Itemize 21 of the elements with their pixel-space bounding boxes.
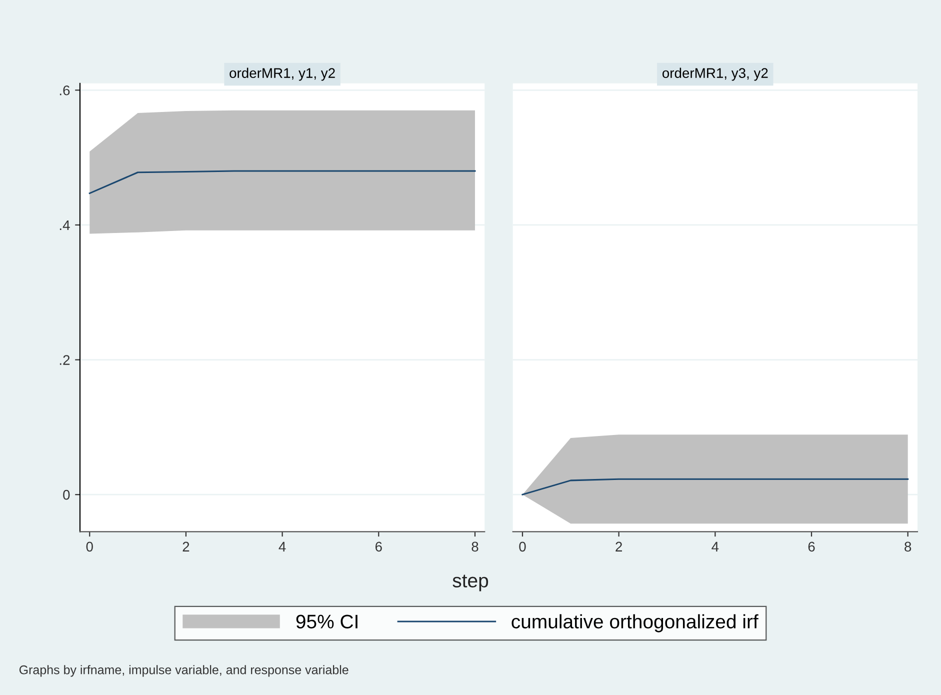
y-tick-label: .2 bbox=[60, 355, 70, 365]
chart-title: orderMR1, y1, y2 bbox=[230, 68, 335, 81]
legend-label: cumulative orthogonalized irf bbox=[512, 614, 758, 632]
x-tick-label: 8 bbox=[904, 542, 912, 552]
x-tick-label: 6 bbox=[808, 542, 815, 552]
x-axis-title: step bbox=[452, 574, 488, 592]
y-tick-label: 0 bbox=[63, 490, 70, 500]
x-tick-label: 0 bbox=[519, 542, 526, 552]
x-tick-label: 8 bbox=[472, 542, 478, 552]
y-tick-label: .4 bbox=[60, 220, 70, 230]
x-tick-label: 2 bbox=[616, 542, 622, 552]
y-tick-label: .6 bbox=[60, 85, 70, 96]
x-tick-label: 2 bbox=[182, 542, 190, 552]
x-tick-label: 6 bbox=[375, 542, 382, 552]
x-tick-label: 4 bbox=[278, 542, 286, 552]
text: Graphs by irfname, impulse variable, and response variable bbox=[19, 665, 348, 677]
text: 95% CI bbox=[296, 614, 358, 628]
x-tick-label: 4 bbox=[712, 542, 719, 552]
chart-title: orderMR1, y3, y2 bbox=[662, 68, 768, 81]
x-tick-label: 0 bbox=[86, 542, 93, 552]
line-series bbox=[88, 170, 476, 194]
